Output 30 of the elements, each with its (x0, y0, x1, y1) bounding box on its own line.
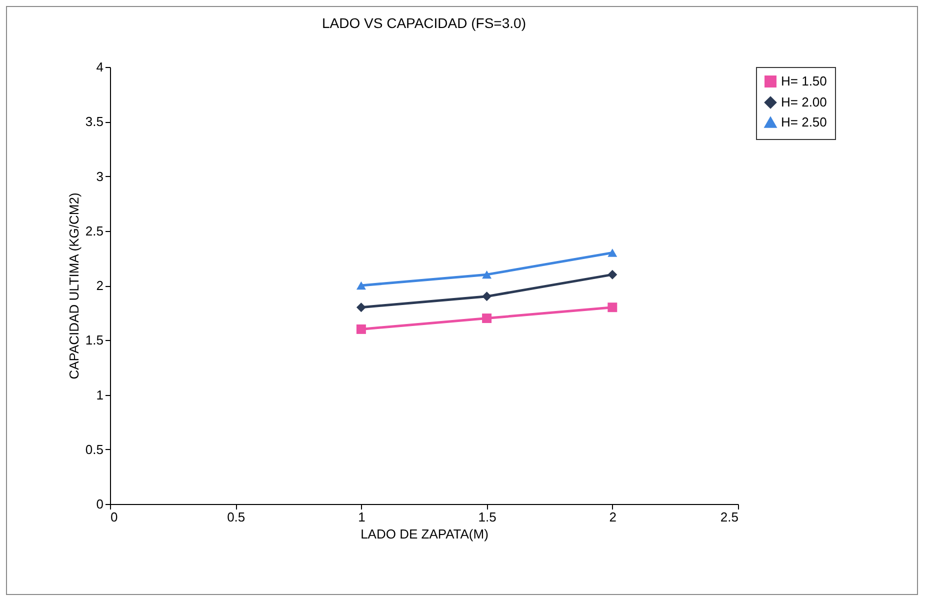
x-tick-label: 1.5 (478, 510, 496, 524)
point (356, 281, 366, 290)
chart-title: LADO VS CAPACIDAD (FS=3.0) (322, 15, 526, 31)
y-tick-label: 1 (96, 387, 104, 402)
point (608, 302, 618, 312)
point (482, 314, 492, 324)
point (608, 270, 618, 280)
y-tick-label: 0.5 (85, 442, 104, 457)
y-tick-label: 4 (96, 60, 104, 74)
x-axis-title: LADO DE ZAPATA(M) (360, 526, 488, 542)
x-tick-label: 0.5 (227, 510, 246, 524)
y-tick-label: 2.5 (85, 223, 104, 238)
x-tick-label: 2.5 (720, 510, 738, 524)
y-tick-label: 0 (96, 496, 104, 512)
y-tick-label: 2 (96, 278, 104, 293)
x-tick-label: 1 (358, 510, 366, 524)
point (482, 270, 492, 279)
point (356, 324, 366, 334)
point (356, 302, 366, 312)
point (482, 292, 492, 302)
x-tick-label: 0 (110, 510, 118, 524)
y-tick-label: 3.5 (85, 114, 104, 130)
y-tick-label: 3 (96, 168, 104, 184)
legend-label: H= 2.50 (781, 114, 827, 130)
y-axis-title: CAPACIDAD ULTIMA (KG/CM2) (66, 192, 82, 380)
point (608, 248, 618, 257)
y-tick-label: 1.5 (85, 332, 104, 348)
x-tick-label: 2 (609, 510, 617, 524)
legend-label: H= 1.50 (781, 74, 827, 88)
legend-label: H= 2.00 (781, 94, 827, 110)
